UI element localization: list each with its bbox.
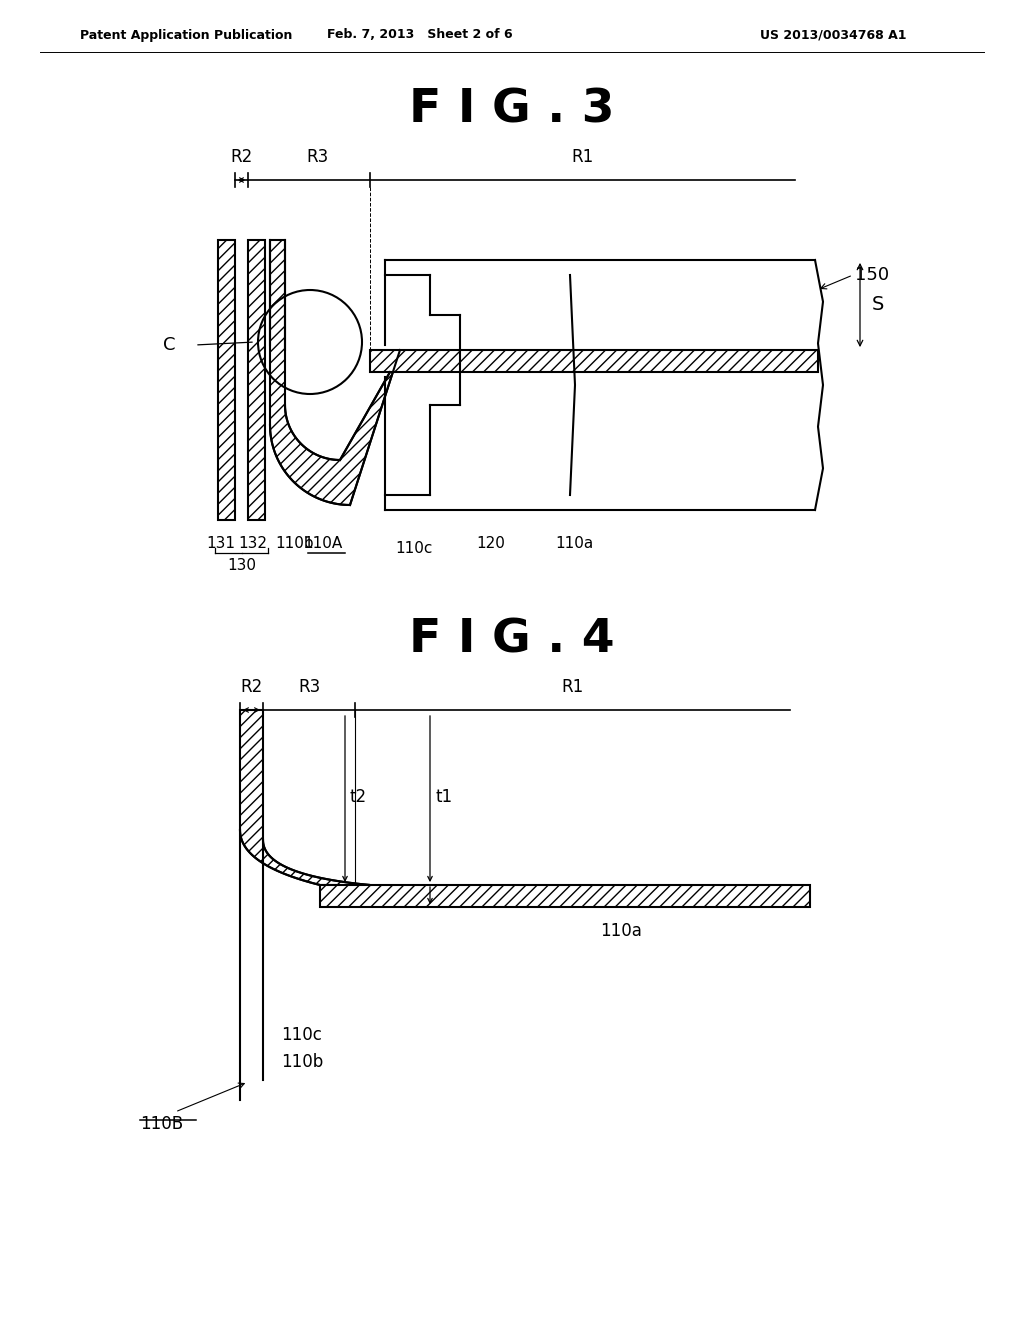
Text: t1: t1: [435, 788, 453, 807]
Text: Feb. 7, 2013   Sheet 2 of 6: Feb. 7, 2013 Sheet 2 of 6: [328, 29, 513, 41]
Text: R1: R1: [561, 678, 584, 696]
Text: 110B: 110B: [140, 1115, 183, 1133]
Bar: [248, 240, 265, 520]
Text: t2: t2: [350, 788, 368, 807]
Bar: [218, 240, 234, 520]
Bar: [370, 350, 818, 372]
Polygon shape: [270, 240, 400, 506]
Text: 130: 130: [227, 558, 256, 573]
Text: 110b: 110b: [275, 536, 313, 550]
Text: 120: 120: [476, 536, 505, 550]
Bar: [319, 884, 810, 907]
Text: 131: 131: [207, 536, 236, 550]
Text: R3: R3: [298, 678, 321, 696]
Text: 110c: 110c: [281, 1026, 322, 1044]
Text: R2: R2: [241, 678, 262, 696]
Text: US 2013/0034768 A1: US 2013/0034768 A1: [760, 29, 906, 41]
Text: R2: R2: [230, 148, 253, 166]
Text: 132: 132: [239, 536, 267, 550]
Text: S: S: [872, 296, 885, 314]
Text: 110a: 110a: [600, 921, 642, 940]
Text: R3: R3: [306, 148, 329, 166]
Text: F I G . 3: F I G . 3: [410, 87, 614, 132]
Text: 110a: 110a: [555, 536, 593, 550]
Text: F I G . 4: F I G . 4: [410, 618, 614, 663]
Text: Patent Application Publication: Patent Application Publication: [80, 29, 293, 41]
Text: 110c: 110c: [395, 541, 432, 556]
Text: R1: R1: [571, 148, 594, 166]
Polygon shape: [240, 710, 370, 884]
Text: 110b: 110b: [281, 1053, 324, 1071]
Text: C: C: [163, 337, 175, 354]
Text: 110A: 110A: [303, 536, 343, 550]
Text: 150: 150: [855, 267, 889, 284]
